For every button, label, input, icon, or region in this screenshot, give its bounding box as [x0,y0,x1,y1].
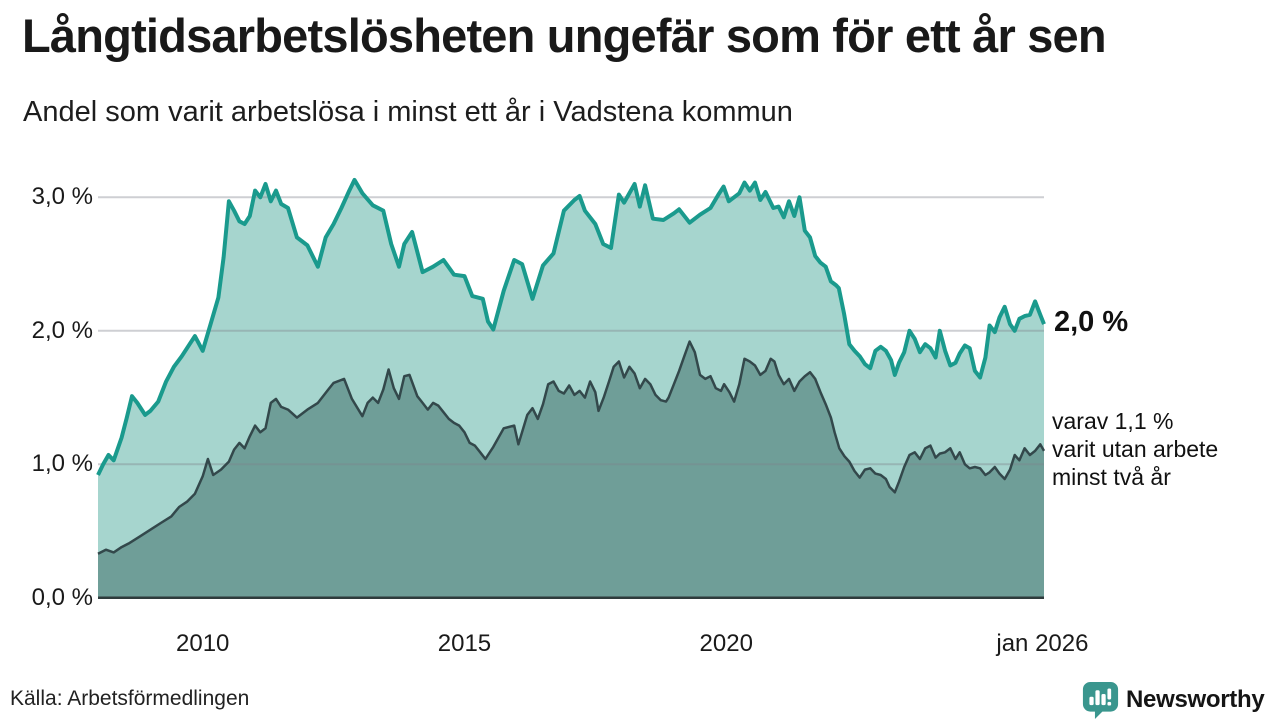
y-tick-label: 0,0 % [31,583,93,611]
newsworthy-logo-icon [1082,681,1119,719]
area-fill-two-years [98,341,1044,598]
y-tick-label: 1,0 % [31,450,93,478]
y-tick-label: 2,0 % [31,316,93,344]
logo-bubble [1082,681,1119,719]
x-tick-label: 2010 [176,630,230,657]
x-tick-label: 2015 [437,630,492,657]
page-title: Långtidsarbetslösheten ungefär som för e… [22,9,1107,62]
line-total [96,177,1046,476]
newsworthy-brand: Newsworthy [1082,680,1265,720]
newsworthy-brand-text: Newsworthy [1126,686,1265,713]
x-tick-label: jan 2026 [996,630,1089,657]
source-note: Källa: Arbetsförmedlingen [10,687,250,710]
line-two-years [97,340,1046,555]
series-end-label-total: 2,0 % [1054,306,1129,338]
series-end-label-two-years: varav 1,1 % varit utan arbete minst två … [1052,408,1219,490]
x-tick-label: 2020 [699,630,753,657]
page-subtitle: Andel som varit arbetslösa i minst ett å… [23,96,793,128]
y-tick-label: 3,0 % [31,183,93,211]
